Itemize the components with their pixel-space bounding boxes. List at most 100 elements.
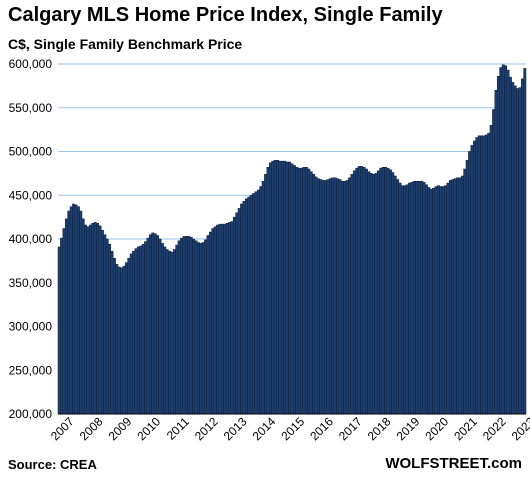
bar bbox=[300, 167, 304, 415]
bar bbox=[372, 174, 376, 415]
bar bbox=[381, 167, 385, 415]
x-axis-ticks: 2007 2008 2009 2010 2011 2012 2013 2014 2015 2016… bbox=[48, 414, 530, 443]
bar bbox=[134, 248, 138, 415]
bar bbox=[122, 265, 126, 415]
bar bbox=[129, 253, 133, 415]
bar bbox=[76, 206, 80, 415]
bar bbox=[67, 210, 71, 415]
bar bbox=[408, 182, 412, 415]
bar bbox=[223, 223, 227, 415]
bar bbox=[93, 222, 97, 415]
bar bbox=[460, 175, 464, 415]
bar bbox=[242, 201, 246, 415]
bar bbox=[72, 203, 76, 415]
bar bbox=[434, 186, 438, 415]
bar bbox=[292, 165, 296, 415]
bar bbox=[84, 224, 88, 415]
bar bbox=[256, 189, 260, 415]
bar bbox=[420, 181, 424, 415]
bar bbox=[487, 132, 491, 415]
bar bbox=[367, 171, 371, 415]
bar bbox=[415, 181, 419, 415]
bar bbox=[516, 88, 520, 415]
bar bbox=[386, 167, 390, 415]
bar bbox=[506, 69, 510, 415]
bar bbox=[112, 258, 116, 415]
bar bbox=[244, 198, 248, 415]
bar bbox=[74, 204, 78, 415]
x-tick-label: 2010 bbox=[134, 414, 163, 443]
bar bbox=[144, 241, 148, 415]
bar bbox=[187, 236, 191, 415]
bar bbox=[470, 145, 474, 415]
y-tick-label: 400,000 bbox=[9, 232, 53, 246]
y-tick-label: 600,000 bbox=[9, 57, 53, 71]
bar bbox=[264, 174, 268, 415]
bar bbox=[396, 179, 400, 415]
x-tick-label: 2018 bbox=[365, 414, 394, 443]
bar bbox=[180, 237, 184, 415]
bar bbox=[410, 181, 414, 415]
bar bbox=[194, 240, 198, 415]
bar bbox=[69, 206, 73, 415]
bar bbox=[98, 225, 102, 415]
x-tick-label: 2013 bbox=[221, 414, 250, 443]
bar bbox=[364, 168, 368, 415]
bar bbox=[117, 266, 121, 415]
y-tick-label: 250,000 bbox=[9, 363, 53, 377]
x-tick-label: 2019 bbox=[394, 414, 423, 443]
y-tick-label: 550,000 bbox=[9, 101, 53, 115]
bar bbox=[448, 180, 452, 415]
bar bbox=[499, 67, 503, 415]
bar bbox=[307, 168, 311, 415]
x-tick-label: 2014 bbox=[250, 414, 279, 443]
bar bbox=[168, 251, 172, 415]
bar bbox=[192, 238, 196, 415]
bar bbox=[141, 244, 145, 415]
bar bbox=[278, 160, 282, 415]
bar bbox=[127, 258, 131, 415]
bar bbox=[252, 193, 256, 415]
bar bbox=[456, 177, 460, 415]
bar bbox=[283, 160, 287, 415]
bar bbox=[475, 137, 479, 415]
x-tick-label: 2021 bbox=[451, 414, 480, 443]
bar bbox=[376, 170, 380, 415]
bar bbox=[276, 160, 280, 415]
x-tick-label: 2023 bbox=[509, 414, 530, 443]
bar bbox=[400, 185, 404, 415]
bar bbox=[304, 167, 308, 415]
bar bbox=[96, 223, 100, 415]
bar bbox=[132, 251, 136, 415]
bar bbox=[321, 180, 325, 415]
x-tick-label: 2022 bbox=[480, 414, 509, 443]
bar bbox=[309, 171, 313, 415]
bar bbox=[271, 160, 275, 415]
bar bbox=[429, 188, 433, 415]
bar bbox=[225, 223, 229, 415]
bar bbox=[391, 172, 395, 415]
bar bbox=[424, 184, 428, 415]
bar bbox=[261, 181, 265, 415]
bar bbox=[441, 186, 445, 415]
bar bbox=[218, 223, 222, 415]
bar bbox=[472, 140, 476, 415]
y-tick-label: 500,000 bbox=[9, 145, 53, 159]
bar bbox=[403, 185, 407, 415]
bar bbox=[268, 162, 272, 415]
bar bbox=[148, 234, 152, 415]
brand-label: WOLFSTREET.com bbox=[385, 455, 522, 472]
bar bbox=[196, 242, 200, 415]
bar bbox=[348, 177, 352, 415]
chart-title: Calgary MLS Home Price Index, Single Fam… bbox=[8, 4, 443, 26]
bar bbox=[228, 222, 232, 415]
bar bbox=[247, 196, 251, 415]
bar bbox=[345, 180, 349, 415]
bar bbox=[139, 245, 143, 415]
bar bbox=[489, 125, 493, 415]
bar bbox=[379, 167, 383, 415]
bar bbox=[91, 223, 95, 415]
source-note: Source: CREA bbox=[8, 457, 97, 472]
bar bbox=[165, 249, 169, 415]
